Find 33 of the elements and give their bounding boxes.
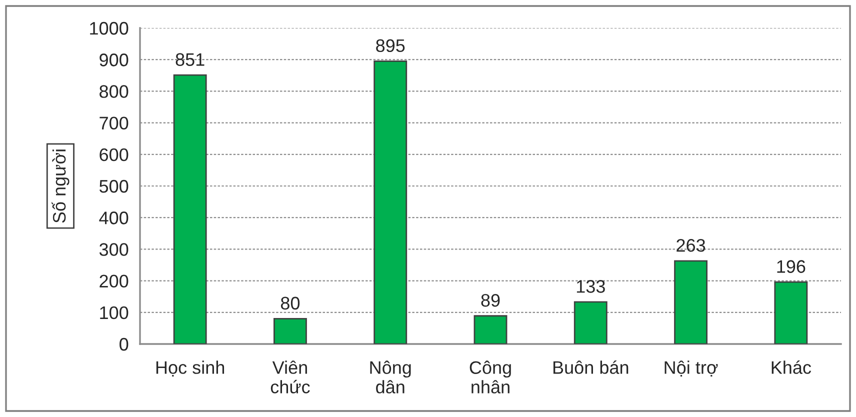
y-tick-label: 600 bbox=[100, 148, 128, 162]
data-label: 263 bbox=[676, 238, 706, 252]
y-tick-label: 200 bbox=[100, 274, 128, 288]
x-tick-label: Khác bbox=[772, 360, 812, 374]
bar bbox=[273, 318, 307, 344]
bar bbox=[674, 260, 708, 344]
x-tick-label: Nội trợ bbox=[664, 360, 718, 376]
y-tick-label: 400 bbox=[99, 212, 128, 224]
y-tick-label: 300 bbox=[99, 243, 128, 256]
y-tick-label: 1000 bbox=[90, 22, 128, 35]
data-label: 895 bbox=[376, 39, 405, 52]
y-tick-label: 0 bbox=[120, 338, 128, 351]
y-tick-label: 800 bbox=[100, 85, 128, 98]
y-tick-label: 500 bbox=[99, 180, 128, 193]
x-tick-label: Học sinh bbox=[156, 360, 224, 376]
y-axis-title: Số người bbox=[52, 150, 70, 223]
bar bbox=[374, 60, 408, 344]
bar bbox=[173, 74, 207, 344]
x-tick-label: Buôn bán bbox=[553, 360, 628, 374]
bar bbox=[574, 301, 608, 344]
data-label: 851 bbox=[176, 53, 204, 66]
y-tick-label: 900 bbox=[100, 54, 128, 66]
data-label: 89 bbox=[481, 294, 500, 307]
bar bbox=[774, 281, 808, 344]
x-tick-label: Nông dân bbox=[370, 360, 411, 394]
x-tick-label: Công nhân bbox=[470, 360, 511, 394]
x-tick-label: Viên chức bbox=[270, 360, 310, 394]
y-tick-label: 100 bbox=[100, 306, 128, 320]
data-label: 133 bbox=[576, 280, 605, 293]
y-tick-label: 700 bbox=[100, 116, 128, 130]
bar bbox=[474, 315, 508, 344]
data-label: 196 bbox=[777, 260, 806, 273]
data-label: 80 bbox=[280, 296, 300, 310]
